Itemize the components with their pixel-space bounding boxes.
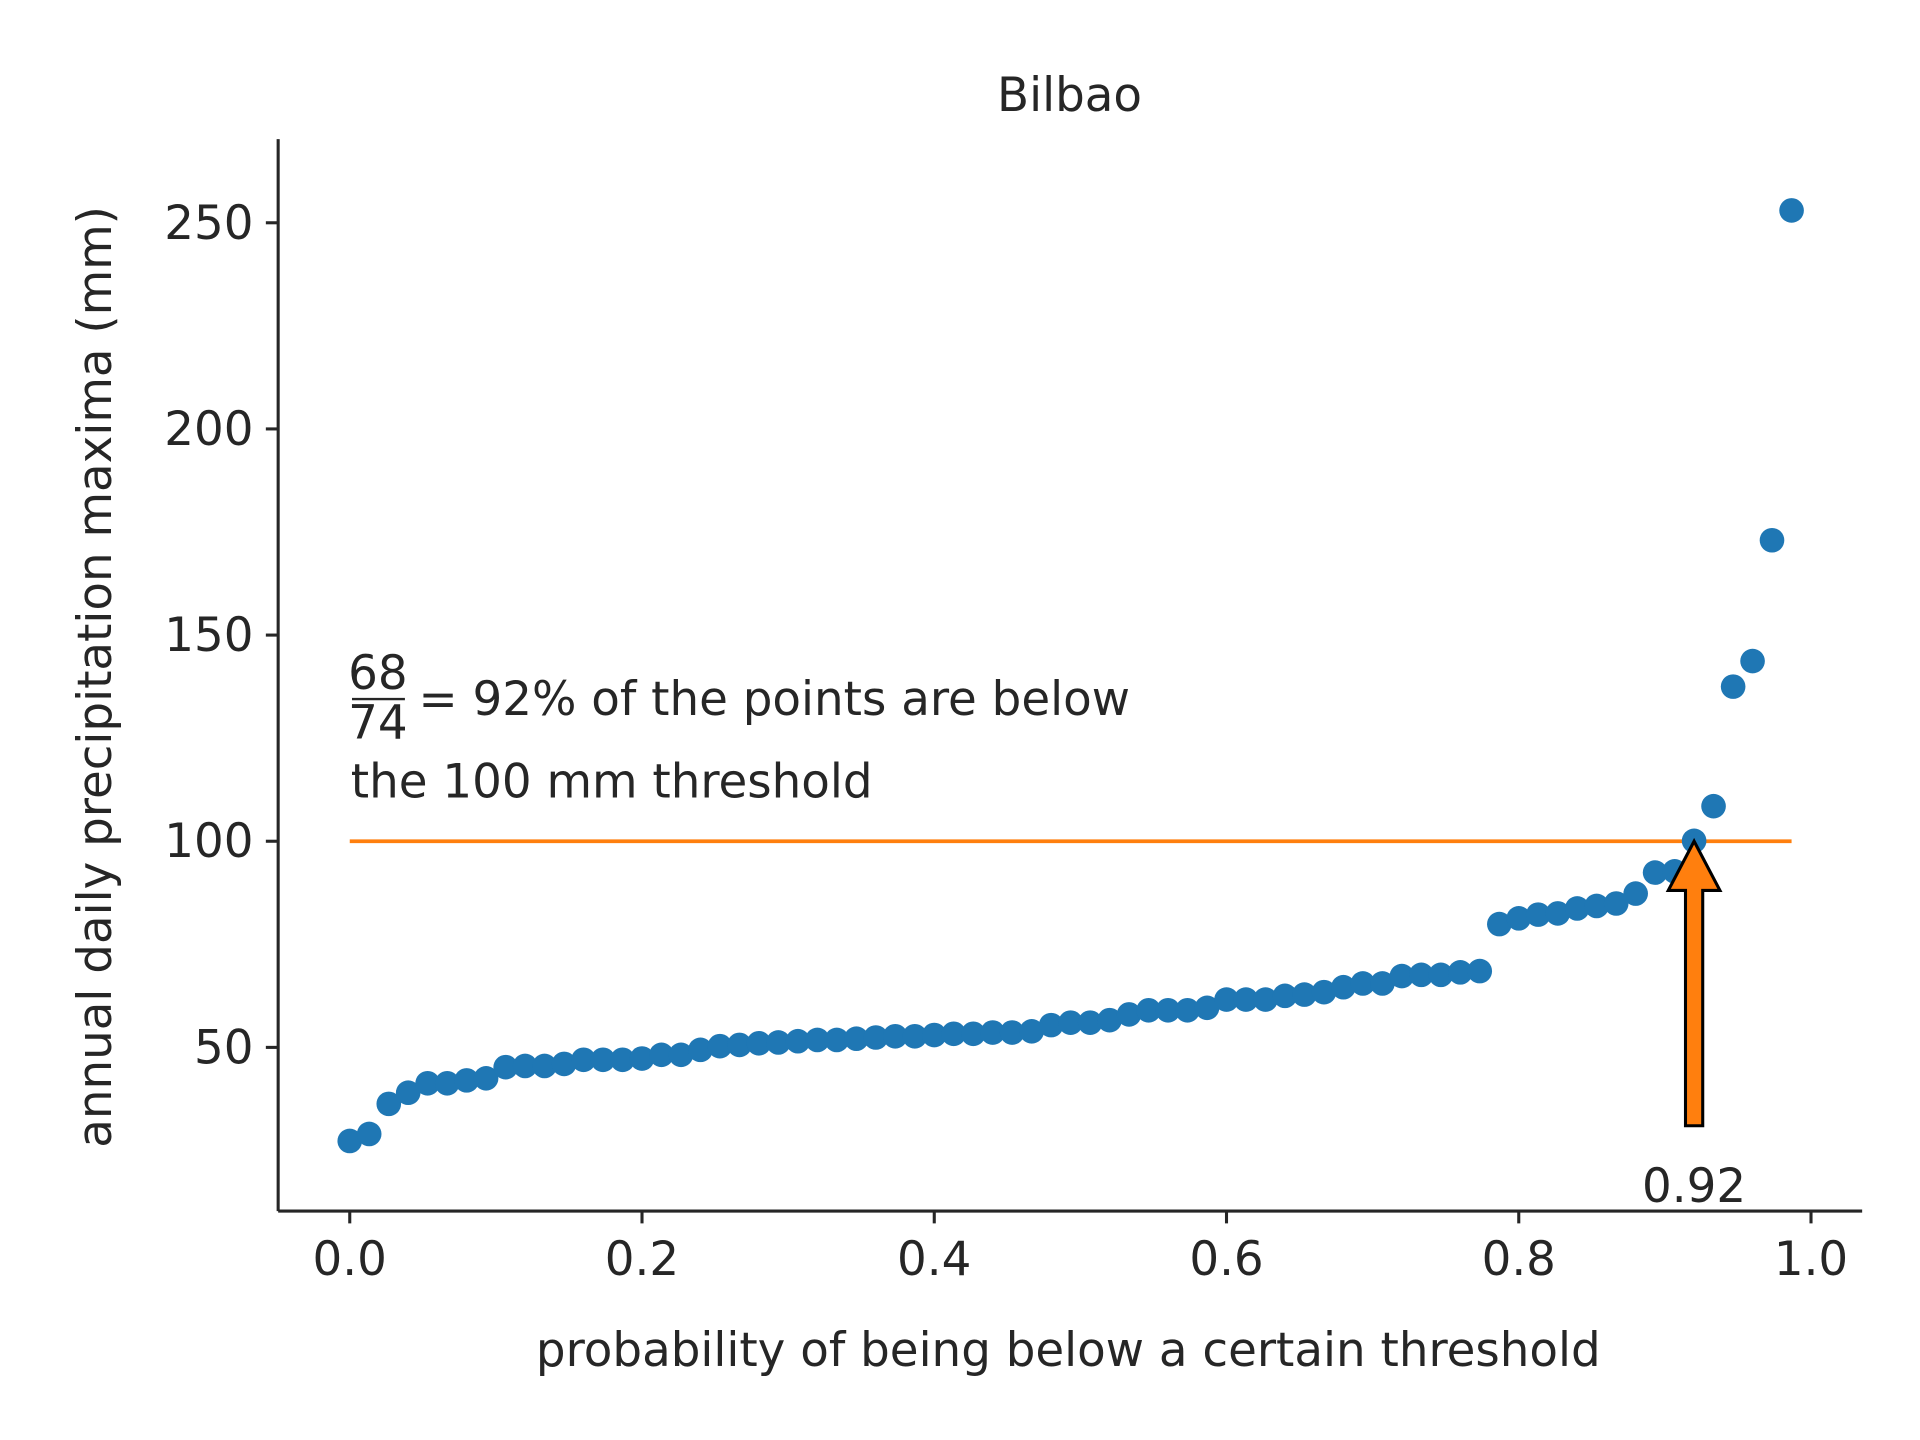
- y-tick-label: 100: [164, 815, 253, 869]
- point: [1116, 1002, 1142, 1027]
- point: [1759, 527, 1785, 553]
- x-tick-label: 1.0: [1774, 1233, 1848, 1287]
- point: [337, 1128, 363, 1154]
- point: [844, 1026, 869, 1052]
- point: [532, 1053, 557, 1079]
- point: [921, 1022, 947, 1048]
- point: [356, 1121, 382, 1147]
- point: [688, 1037, 713, 1063]
- point: [785, 1028, 811, 1054]
- point: [1779, 198, 1804, 223]
- point: [1311, 979, 1337, 1005]
- point: [590, 1047, 616, 1073]
- point: [1214, 987, 1239, 1012]
- point: [395, 1080, 421, 1106]
- point: [1506, 906, 1532, 931]
- point: [512, 1053, 538, 1079]
- point: [766, 1030, 791, 1055]
- y-tick-label: 250: [164, 197, 253, 251]
- point: [1292, 982, 1317, 1007]
- point: [571, 1047, 596, 1073]
- y-tick-label: 150: [164, 609, 253, 663]
- point: [1428, 962, 1454, 988]
- point: [707, 1033, 733, 1059]
- x-tick-label: 0.4: [897, 1233, 971, 1287]
- point: [805, 1027, 830, 1053]
- point: [727, 1032, 752, 1058]
- point: [1525, 902, 1551, 927]
- point: [473, 1066, 499, 1091]
- y-tick-label: 50: [194, 1021, 254, 1075]
- point: [902, 1023, 928, 1049]
- note-line: = 92% of the points are below: [418, 673, 1129, 727]
- chart-title: Bilbao: [997, 69, 1142, 123]
- y-tick-label: 200: [164, 403, 253, 457]
- point: [1545, 901, 1571, 926]
- point: [1136, 997, 1161, 1023]
- x-tick-label: 0.6: [1189, 1233, 1263, 1287]
- point: [376, 1091, 402, 1117]
- point: [1155, 997, 1181, 1023]
- point: [1720, 674, 1746, 699]
- point: [1623, 881, 1648, 906]
- y-axis-label: annual daily precipitation maxima (mm): [69, 206, 123, 1148]
- note-numerator: 68: [348, 647, 408, 701]
- point: [1467, 958, 1493, 984]
- point: [1603, 891, 1629, 916]
- point: [1077, 1010, 1103, 1035]
- point: [415, 1070, 440, 1096]
- point: [1350, 971, 1376, 996]
- point: [1487, 911, 1512, 937]
- point: [1642, 860, 1668, 885]
- point: [1058, 1010, 1083, 1035]
- point: [1408, 962, 1434, 988]
- point: [1584, 893, 1609, 919]
- point: [434, 1070, 460, 1096]
- point: [980, 1020, 1006, 1045]
- point: [1740, 648, 1765, 674]
- point: [649, 1042, 674, 1068]
- point: [1175, 997, 1200, 1023]
- point: [882, 1023, 908, 1049]
- point: [1253, 987, 1278, 1012]
- point: [1097, 1007, 1122, 1033]
- point: [941, 1021, 966, 1047]
- point: [863, 1025, 889, 1050]
- point: [551, 1051, 577, 1077]
- point: [668, 1042, 694, 1068]
- point: [1019, 1019, 1045, 1044]
- arrow: [1665, 837, 1723, 1128]
- point: [1448, 960, 1473, 985]
- note-line: the 100 mm threshold: [351, 756, 873, 810]
- point: [1233, 987, 1259, 1012]
- point: [1701, 793, 1726, 819]
- x-axis-label: probability of being below a certain thr…: [536, 1324, 1601, 1378]
- point: [1564, 896, 1590, 921]
- point: [493, 1054, 518, 1080]
- point: [1038, 1012, 1064, 1038]
- point: [960, 1021, 986, 1047]
- x-tick-label: 0.2: [605, 1233, 679, 1287]
- point: [1331, 974, 1356, 1000]
- note-denominator: 74: [348, 696, 408, 750]
- point: [1272, 983, 1298, 1009]
- point: [1370, 971, 1395, 996]
- point: [824, 1027, 850, 1053]
- arrow-label: 0.92: [1642, 1160, 1746, 1214]
- x-tick-label: 0.8: [1482, 1233, 1556, 1287]
- point: [999, 1020, 1025, 1045]
- point: [1389, 963, 1415, 989]
- point: [1194, 995, 1220, 1021]
- x-tick-label: 0.0: [313, 1233, 387, 1287]
- point: [629, 1046, 655, 1071]
- point: [610, 1047, 635, 1073]
- point: [746, 1030, 772, 1056]
- point: [454, 1068, 479, 1093]
